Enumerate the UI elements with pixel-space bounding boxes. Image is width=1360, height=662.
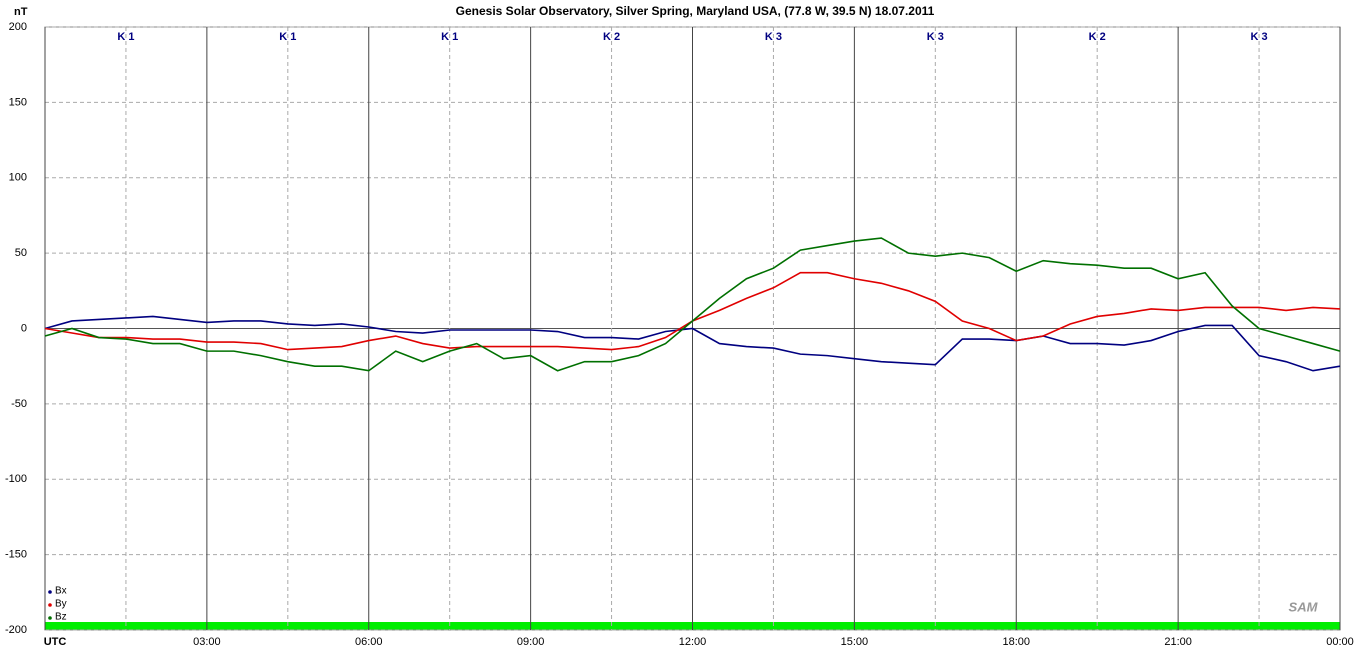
y-tick-label: -200 (5, 624, 27, 636)
y-unit: nT (14, 6, 28, 18)
k-index-label: K 2 (603, 31, 620, 43)
y-tick-label: 200 (9, 21, 27, 33)
legend-label: Bx (55, 586, 67, 597)
x-tick-label: 03:00 (193, 636, 221, 648)
x-tick-label: 15:00 (841, 636, 869, 648)
x-tick-label: UTC (44, 636, 67, 648)
y-tick-label: 50 (15, 247, 27, 259)
y-tick-label: -150 (5, 549, 27, 561)
legend-label: By (55, 599, 67, 610)
x-tick-label: 18:00 (1002, 636, 1030, 648)
k-index-label: K 3 (1251, 31, 1268, 43)
legend-label: Bz (55, 612, 67, 623)
series-line (44, 237, 1341, 372)
x-tick-label: 09:00 (517, 636, 545, 648)
y-tick-label: 100 (9, 172, 27, 184)
y-tick-label: 0 (21, 322, 27, 334)
x-tick-label: 06:00 (355, 636, 383, 648)
y-tick-label: -100 (5, 473, 27, 485)
logo: SAM (1289, 599, 1319, 614)
k-index-label: K 2 (1089, 31, 1106, 43)
x-tick-label: 12:00 (679, 636, 707, 648)
legend-marker (48, 603, 52, 607)
k-index-label: K 1 (117, 31, 134, 43)
y-tick-label: 150 (9, 96, 27, 108)
k-index-label: K 3 (765, 31, 782, 43)
x-tick-label: 00:00 (1326, 636, 1354, 648)
y-tick-label: -50 (11, 398, 27, 410)
k-index-label: K 1 (279, 31, 296, 43)
legend-marker (48, 616, 52, 620)
k-index-label: K 1 (441, 31, 458, 43)
x-tick-label: 21:00 (1164, 636, 1192, 648)
k-index-label: K 3 (927, 31, 944, 43)
chart-title: Genesis Solar Observatory, Silver Spring… (456, 4, 935, 18)
legend-marker (48, 590, 52, 594)
series-line (44, 315, 1341, 372)
